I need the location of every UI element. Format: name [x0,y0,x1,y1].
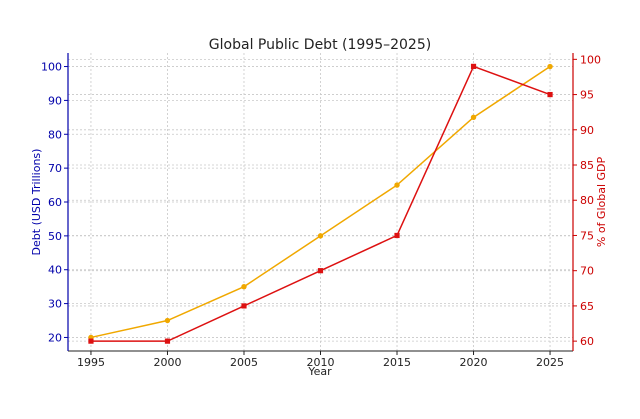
data-point-circle [241,283,247,290]
y-tick-label-left: 60 [48,196,62,209]
data-point-square [88,338,94,344]
data-point-square [394,232,400,239]
series-layer [88,63,553,344]
data-point-square [547,91,553,98]
y-tick-label-left: 100 [41,61,62,74]
grid [68,53,573,351]
x-tick-label: 2015 [383,356,411,369]
y-tick-label-right: 65 [580,300,594,313]
y-tick-label-right: 85 [580,159,594,172]
y-tick-label-right: 80 [580,194,594,207]
x-axis-label: Year [307,365,332,378]
y-tick-label-right: 70 [580,265,594,278]
y-tick-label-right: 75 [580,229,594,242]
data-point-circle [470,114,477,121]
x-tick-label: 1995 [77,356,105,369]
data-point-circle [547,63,553,70]
y-tick-label-left: 30 [48,298,62,311]
y-tick-label-left: 20 [48,331,62,344]
y-tick-label-right: 100 [580,53,601,66]
x-tick-label: 2020 [460,356,488,369]
data-point-square [164,338,171,344]
x-tick-label: 2000 [153,356,181,369]
y-axis-label-right: % of Global GDP [595,157,608,248]
axes: 1995 2000 2005 2010 2015 2020 2025203040506070… [41,53,601,369]
data-point-square [241,303,247,309]
chart-title: Global Public Debt (1995–2025) [209,37,431,53]
data-point-circle [317,233,324,239]
y-tick-label-left: 40 [48,264,62,277]
y-axis-label-left: Debt (USD Trillions) [30,149,43,256]
y-tick-label-left: 80 [48,128,62,141]
y-tick-label-left: 90 [48,94,62,107]
x-tick-label: 2025 [536,356,564,369]
y-tick-label-right: 95 [580,89,594,102]
y-tick-label-right: 90 [580,124,594,137]
data-point-square [470,63,477,69]
y-tick-label-left: 50 [48,230,62,243]
data-point-circle [394,182,400,188]
y-tick-label-right: 60 [580,335,594,348]
data-point-circle [164,317,171,324]
y-tick-label-left: 70 [48,162,62,175]
x-tick-label: 2010 [307,356,335,369]
data-point-square [317,268,324,274]
x-tick-label: 2005 [230,356,258,369]
series-line-2 [90,65,551,342]
